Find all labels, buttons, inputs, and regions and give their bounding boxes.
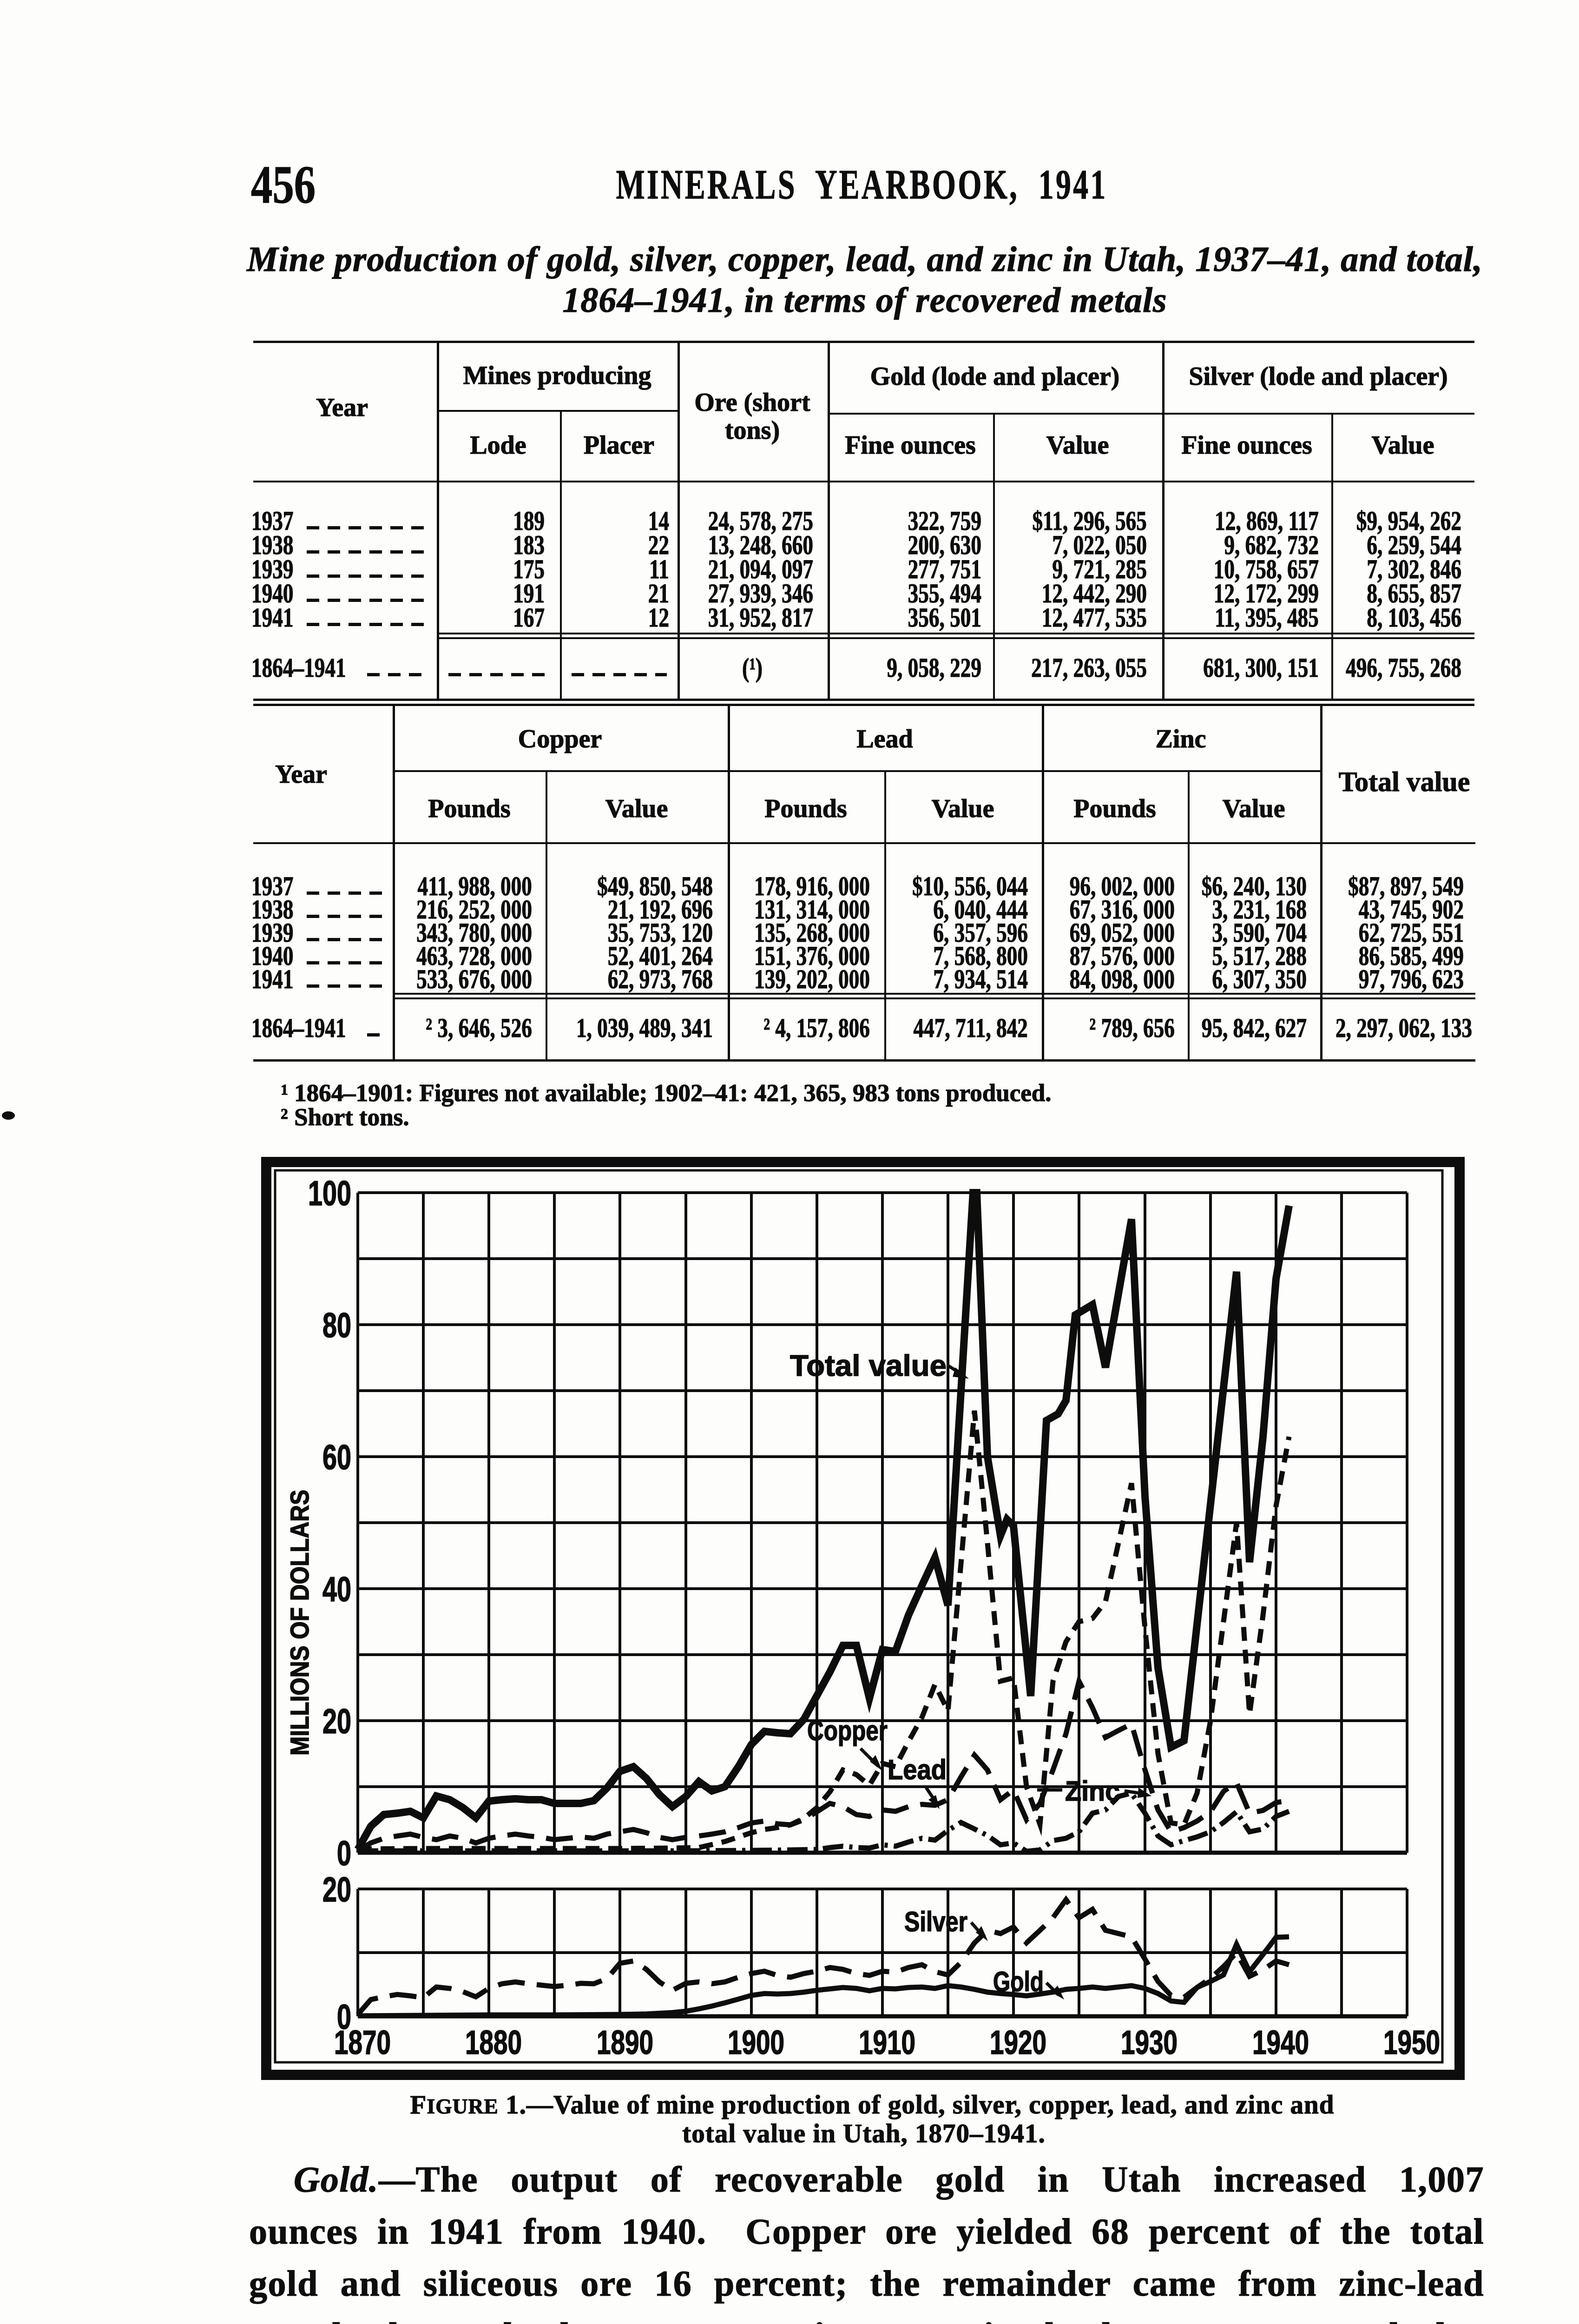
svg-text:1910: 1910 (859, 2024, 915, 2061)
svg-text:Silver: Silver (904, 1906, 967, 1937)
svg-text:60: 60 (322, 1438, 351, 1477)
svg-text:80: 80 (322, 1306, 351, 1345)
svg-text:1890: 1890 (597, 2024, 653, 2061)
svg-text:1900: 1900 (728, 2024, 784, 2061)
svg-text:1880: 1880 (465, 2024, 522, 2061)
svg-text:1920: 1920 (990, 2024, 1046, 2061)
svg-text:MILLIONS OF DOLLARS: MILLIONS OF DOLLARS (285, 1490, 314, 1756)
svg-text:1870: 1870 (334, 2024, 391, 2061)
svg-text:20: 20 (322, 1702, 351, 1741)
svg-text:0: 0 (337, 1997, 351, 2036)
svg-text:Zinc: Zinc (1065, 1776, 1120, 1807)
svg-text:Total value: Total value (790, 1349, 947, 1382)
svg-text:Copper: Copper (807, 1715, 888, 1746)
svg-text:0: 0 (337, 1834, 351, 1873)
svg-text:1930: 1930 (1121, 2024, 1178, 2061)
svg-text:Gold: Gold (993, 1966, 1044, 1997)
svg-text:1950: 1950 (1383, 2024, 1440, 2061)
svg-text:1940: 1940 (1252, 2024, 1309, 2061)
svg-text:100: 100 (308, 1174, 351, 1213)
svg-text:20: 20 (322, 1870, 351, 1909)
svg-text:40: 40 (322, 1570, 351, 1609)
svg-text:Lead: Lead (888, 1754, 947, 1785)
